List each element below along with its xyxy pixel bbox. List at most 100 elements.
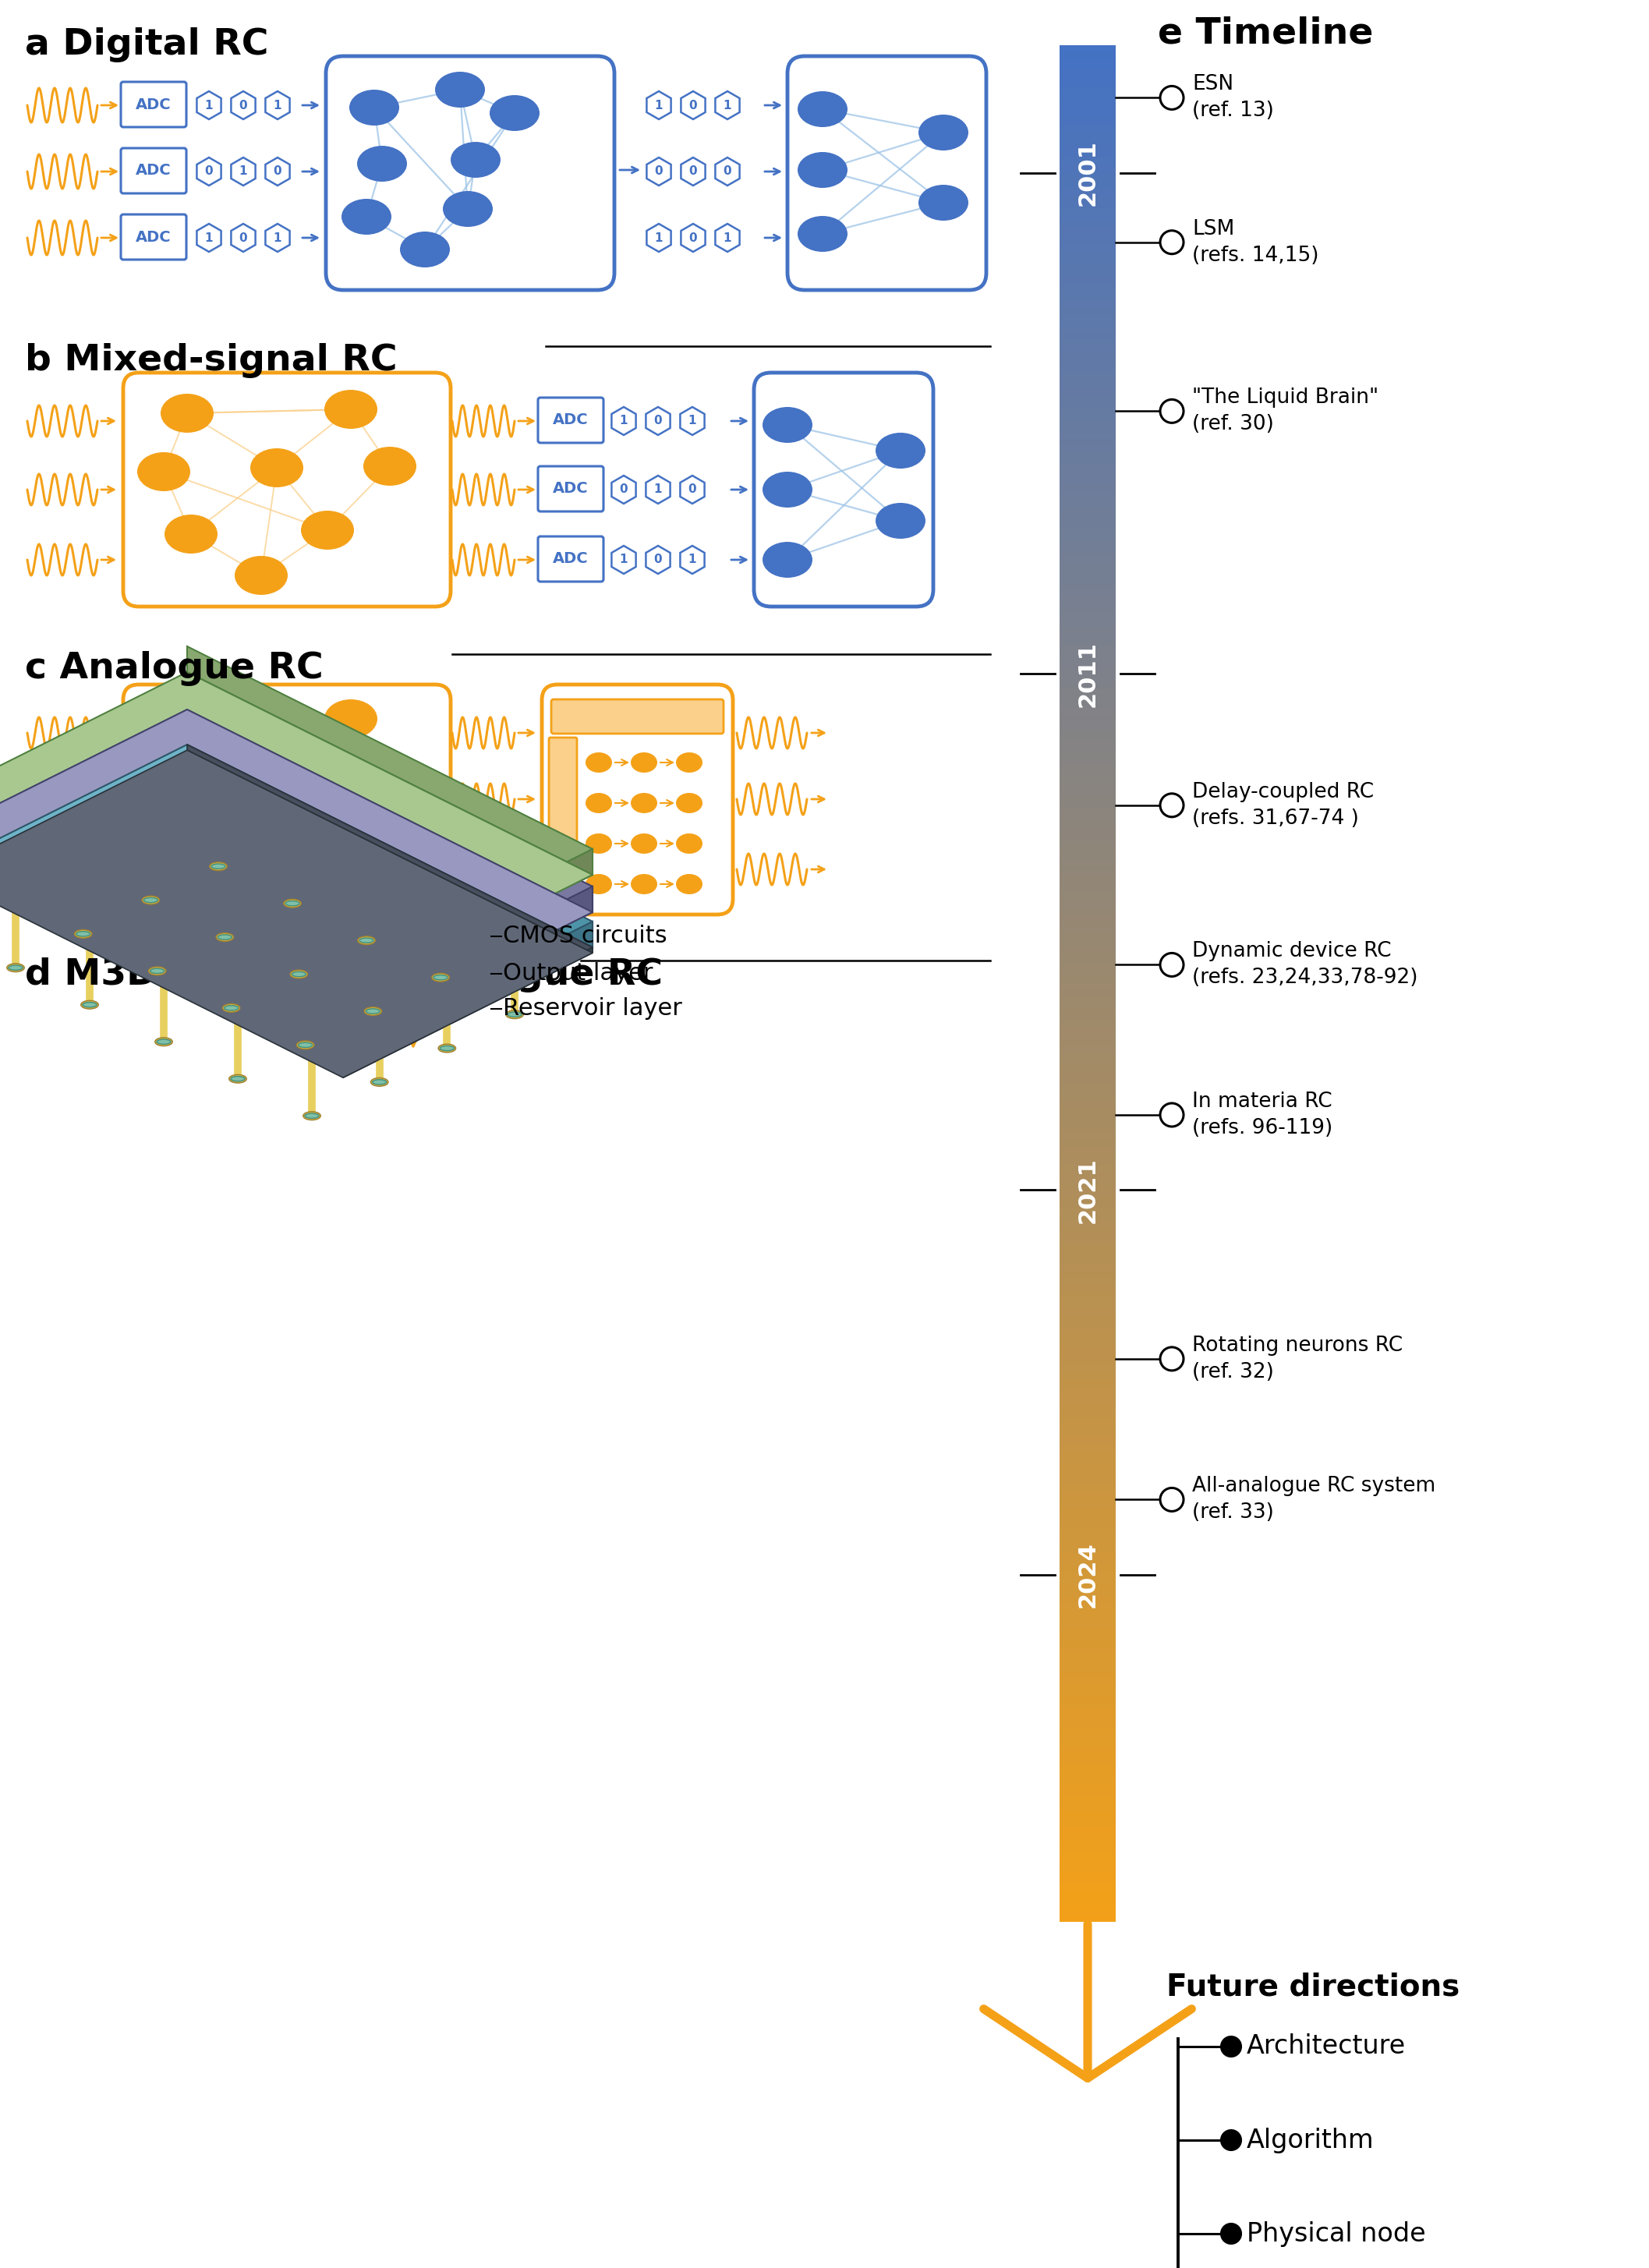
Bar — [1060, 1628, 1116, 1633]
Text: Physical node: Physical node — [1247, 2220, 1426, 2248]
Ellipse shape — [325, 390, 378, 429]
Bar — [1060, 583, 1116, 590]
Ellipse shape — [585, 794, 612, 814]
Ellipse shape — [798, 152, 848, 188]
Ellipse shape — [676, 794, 702, 814]
Bar — [1060, 708, 1116, 714]
Text: All-analogue RC system
(ref. 33): All-analogue RC system (ref. 33) — [1192, 1476, 1436, 1524]
Bar — [1060, 565, 1116, 572]
Bar — [1060, 433, 1116, 440]
Bar — [1060, 1152, 1116, 1159]
Bar — [1060, 1885, 1116, 1892]
Bar — [1060, 1633, 1116, 1640]
Bar — [1060, 238, 1116, 245]
Ellipse shape — [160, 395, 214, 433]
Bar — [1060, 1665, 1116, 1672]
Bar — [1060, 651, 1116, 658]
Bar — [1060, 971, 1116, 978]
Bar — [1060, 1640, 1116, 1647]
Bar — [1060, 508, 1116, 515]
Ellipse shape — [918, 116, 968, 150]
Text: 1: 1 — [655, 483, 663, 494]
Text: 1: 1 — [204, 100, 213, 111]
Bar — [1060, 315, 1116, 320]
Bar — [1060, 415, 1116, 420]
Bar — [1060, 1715, 1116, 1721]
Ellipse shape — [506, 1009, 523, 1018]
Polygon shape — [231, 225, 256, 252]
Ellipse shape — [8, 966, 23, 971]
Bar — [1060, 490, 1116, 497]
Ellipse shape — [325, 699, 378, 739]
Ellipse shape — [341, 200, 391, 234]
Bar — [1060, 259, 1116, 263]
Polygon shape — [231, 91, 256, 120]
Ellipse shape — [632, 832, 658, 853]
Bar — [1060, 451, 1116, 458]
Ellipse shape — [798, 91, 848, 127]
Bar — [1060, 302, 1116, 308]
Polygon shape — [646, 547, 669, 574]
FancyBboxPatch shape — [551, 699, 724, 733]
Bar — [1060, 1365, 1116, 1372]
Ellipse shape — [76, 932, 91, 937]
Bar — [1060, 989, 1116, 996]
Ellipse shape — [160, 703, 214, 744]
Bar — [1060, 1383, 1116, 1390]
Bar — [1060, 558, 1116, 565]
Bar — [1060, 828, 1116, 832]
Bar — [1060, 88, 1116, 95]
Bar — [1060, 1145, 1116, 1152]
FancyBboxPatch shape — [120, 147, 186, 193]
Bar — [1060, 522, 1116, 526]
Text: 0: 0 — [689, 166, 698, 177]
Bar — [1060, 903, 1116, 909]
Bar — [1060, 1508, 1116, 1515]
Bar — [1060, 1835, 1116, 1842]
Bar — [1060, 1021, 1116, 1027]
Circle shape — [1220, 2130, 1242, 2150]
Bar — [1060, 696, 1116, 703]
Ellipse shape — [439, 1043, 455, 1052]
Bar — [1060, 814, 1116, 821]
Bar — [1060, 1483, 1116, 1490]
Bar — [1060, 1672, 1116, 1678]
Bar — [1060, 946, 1116, 953]
Ellipse shape — [231, 1077, 244, 1082]
Bar — [1060, 978, 1116, 984]
Ellipse shape — [216, 932, 234, 941]
Bar — [1060, 1195, 1116, 1202]
Bar — [1060, 1252, 1116, 1259]
Ellipse shape — [676, 873, 702, 894]
Bar — [1060, 1302, 1116, 1309]
Bar — [1060, 308, 1116, 315]
Bar — [1060, 953, 1116, 959]
Bar — [1060, 572, 1116, 576]
Bar — [1060, 1878, 1116, 1885]
Bar — [1060, 846, 1116, 853]
Text: 2001: 2001 — [1077, 141, 1098, 206]
Ellipse shape — [137, 451, 190, 492]
Bar — [1060, 159, 1116, 163]
Bar — [1060, 714, 1116, 721]
Circle shape — [1220, 2037, 1242, 2057]
Text: Output layer: Output layer — [503, 962, 653, 984]
Bar — [1060, 1821, 1116, 1828]
Ellipse shape — [363, 447, 416, 485]
Ellipse shape — [359, 939, 373, 943]
Bar — [1060, 184, 1116, 188]
Ellipse shape — [876, 433, 925, 469]
Bar — [1060, 1066, 1116, 1070]
Bar — [1060, 1134, 1116, 1141]
Bar — [1060, 102, 1116, 109]
Bar — [1060, 1458, 1116, 1465]
Bar — [1060, 1234, 1116, 1241]
Bar — [1060, 1842, 1116, 1846]
Bar — [1060, 440, 1116, 445]
Bar — [1060, 782, 1116, 789]
Bar — [1060, 270, 1116, 277]
Bar — [1060, 1710, 1116, 1715]
Bar — [1060, 1540, 1116, 1547]
Bar — [1060, 188, 1116, 195]
Bar — [1060, 383, 1116, 390]
